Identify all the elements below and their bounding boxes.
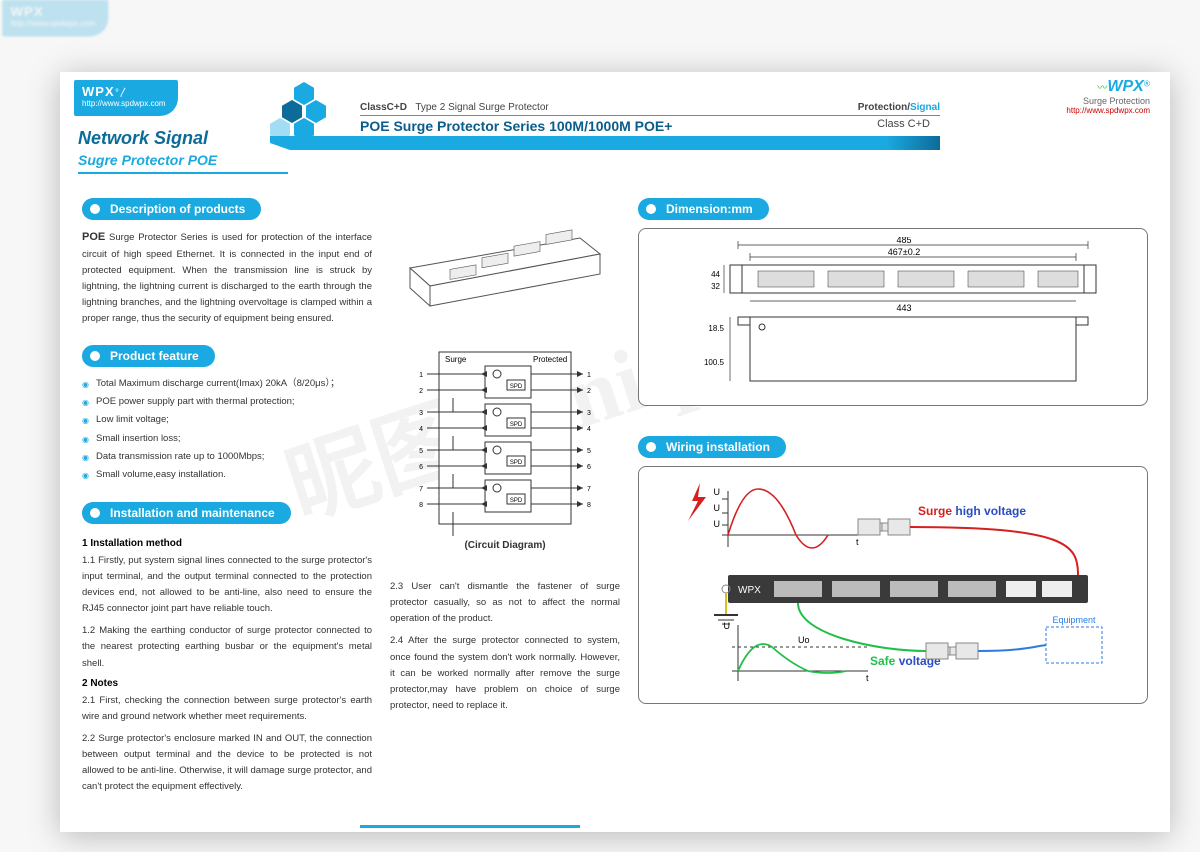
feature-item: Data transmission rate up to 1000Mbps; <box>82 448 372 466</box>
svg-text:467±0.2: 467±0.2 <box>888 247 920 257</box>
svg-text:SPD: SPD <box>510 460 523 466</box>
description-text: POE Surge Protector Series is used for p… <box>82 228 372 327</box>
svg-text:Uo: Uo <box>798 635 810 645</box>
svg-text:U: U <box>714 503 721 513</box>
svg-text:6: 6 <box>587 464 591 471</box>
footer-accent <box>360 825 580 828</box>
svg-text:3: 3 <box>419 410 423 417</box>
pill-features: Product feature <box>82 345 215 367</box>
svg-text:t: t <box>856 537 859 547</box>
svg-text:U: U <box>714 519 721 529</box>
pill-dimension: Dimension:mm <box>638 198 769 220</box>
svg-text:2: 2 <box>587 388 591 395</box>
circuit-label: (Circuit Diagram) <box>390 540 620 551</box>
brand-url: http://www.spdwpx.com <box>82 99 166 108</box>
svg-text:2: 2 <box>419 388 423 395</box>
brand-name: WPX <box>82 84 115 99</box>
feature-item: POE power supply part with thermal prote… <box>82 393 372 411</box>
svg-text:7: 7 <box>419 486 423 493</box>
network-subtitle: Sugre Protector POE <box>78 152 217 168</box>
svg-text:443: 443 <box>896 303 911 313</box>
svg-text:4: 4 <box>587 426 591 433</box>
feature-item: Total Maximum discharge current(Imax) 20… <box>82 375 372 393</box>
pill-wiring: Wiring installation <box>638 436 786 458</box>
svg-text:Surge: Surge <box>445 355 467 364</box>
svg-text:SPD: SPD <box>510 422 523 428</box>
brand-right: 〰WPX® Surge Protection http://www.spdwpx… <box>1066 78 1150 115</box>
svg-text:U: U <box>724 621 731 631</box>
series-title: POE Surge Protector Series 100M/1000M PO… <box>360 118 672 134</box>
svg-text:5: 5 <box>587 448 591 455</box>
svg-text:8: 8 <box>587 502 591 509</box>
pill-install: Installation and maintenance <box>82 502 291 524</box>
circuit-diagram: Surge Protected 1 2 SPD 1 2 3 4 SPD 3 4 <box>415 346 595 536</box>
svg-text:SPD: SPD <box>510 384 523 390</box>
header-blue-bar <box>270 136 940 150</box>
datasheet-page: 昵图网 ni pic.com WPX°〳 http://www.spdwpx.c… <box>60 72 1170 832</box>
svg-text:t: t <box>866 673 869 683</box>
svg-text:Protected: Protected <box>533 355 567 364</box>
feature-item: Low limit voltage; <box>82 411 372 429</box>
svg-text:7: 7 <box>587 486 591 493</box>
network-title: Network Signal <box>78 128 208 149</box>
class-right: Class C+D <box>877 118 930 130</box>
svg-text:1: 1 <box>419 372 423 379</box>
hex-decoration <box>270 80 340 140</box>
svg-text:18.5: 18.5 <box>708 324 724 333</box>
svg-text:100.5: 100.5 <box>704 358 725 367</box>
install-p23: 2.3 User can't dismantle the fastener of… <box>390 579 620 627</box>
brand-badge: WPX°〳 http://www.spdwpx.com <box>74 80 178 116</box>
install-p22: 2.2 Surge protector's enclosure marked I… <box>82 731 372 796</box>
meta-row: ClassC+D Type 2 Signal Surge Protector P… <box>360 102 940 116</box>
svg-text:8: 8 <box>419 502 423 509</box>
svg-text:4: 4 <box>419 426 423 433</box>
svg-text:WPX: WPX <box>738 585 761 596</box>
svg-text:1: 1 <box>587 372 591 379</box>
pill-description: Description of products <box>82 198 261 220</box>
svg-text:3: 3 <box>587 410 591 417</box>
svg-text:Equipment: Equipment <box>1052 615 1096 625</box>
svg-text:Surge high voltage: Surge high voltage <box>918 504 1026 518</box>
svg-text:SPD: SPD <box>510 498 523 504</box>
svg-text:32: 32 <box>711 282 720 291</box>
right-column: Dimension:mm 485 467±0.2 <box>638 198 1148 822</box>
install-p11: 1.1 Firstly, put system signal lines con… <box>82 553 372 618</box>
svg-text:6: 6 <box>419 464 423 471</box>
install-h2: 2 Notes <box>82 678 372 689</box>
install-p21: 2.1 First, checking the connection betwe… <box>82 693 372 725</box>
install-h1: 1 Installation method <box>82 538 372 549</box>
page-header: WPX°〳 http://www.spdwpx.com 〰WPX® Surge … <box>60 72 1170 164</box>
wiring-diagram: U U U t Surge high voltage <box>638 466 1148 704</box>
left-column: Description of products POE Surge Protec… <box>82 198 372 822</box>
feature-list: Total Maximum discharge current(Imax) 20… <box>82 375 372 483</box>
dimension-diagram: 485 467±0.2 44 32 <box>638 228 1148 406</box>
middle-column: Surge Protected 1 2 SPD 1 2 3 4 SPD 3 4 <box>390 198 620 822</box>
brand-badge-ghost: WPX http://www.spdwpx.com <box>2 0 108 36</box>
feature-item: Small insertion loss; <box>82 430 372 448</box>
install-p24: 2.4 After the surge protector connected … <box>390 633 620 714</box>
svg-text:U: U <box>714 487 721 497</box>
content-body: Description of products POE Surge Protec… <box>82 198 1148 822</box>
install-p12: 1.2 Making the earthing conductor of sur… <box>82 623 372 671</box>
svg-text:44: 44 <box>711 270 720 279</box>
svg-text:485: 485 <box>896 237 911 245</box>
device-isometric-diagram <box>390 198 620 328</box>
feature-item: Small volume,easy installation. <box>82 466 372 484</box>
svg-text:5: 5 <box>419 448 423 455</box>
